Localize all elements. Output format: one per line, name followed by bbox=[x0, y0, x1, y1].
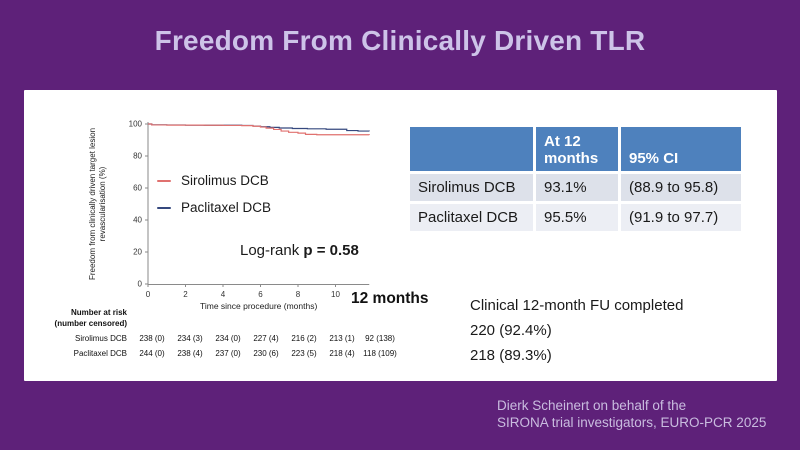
legend-item-paclitaxel: Paclitaxel DCB bbox=[157, 200, 271, 215]
sirolimus-line-swatch bbox=[157, 179, 171, 182]
svg-text:8: 8 bbox=[296, 290, 301, 299]
risk-table-header: Number at risk (number censored) bbox=[24, 307, 127, 329]
logrank-pvalue: p = 0.58 bbox=[303, 242, 359, 259]
svg-text:2: 2 bbox=[183, 290, 188, 299]
risk-cell: 234 (0) bbox=[215, 334, 241, 343]
results-row-ci: (91.9 to 97.7) bbox=[621, 204, 741, 231]
svg-text:100: 100 bbox=[129, 120, 143, 129]
timepoint-label: 12 months bbox=[351, 290, 429, 307]
risk-cell: 244 (0) bbox=[139, 349, 165, 358]
results-row-ci: (88.9 to 95.8) bbox=[621, 174, 741, 201]
risk-cell: 223 (5) bbox=[291, 349, 317, 358]
svg-text:80: 80 bbox=[133, 152, 142, 161]
svg-text:20: 20 bbox=[133, 248, 142, 257]
risk-cell: 237 (0) bbox=[215, 349, 241, 358]
svg-text:10: 10 bbox=[331, 290, 340, 299]
risk-header-line2: (number censored) bbox=[54, 319, 127, 328]
km-chart: 0 20 40 60 80 100 0 2 4 6 8 10 Time since procedure … bbox=[88, 120, 370, 311]
followup-title: Clinical 12-month FU completed bbox=[470, 297, 684, 314]
results-header-at12: At 12 months bbox=[536, 127, 618, 171]
page-title: Freedom From Clinically Driven TLR bbox=[154, 25, 646, 56]
risk-header-line1: Number at risk bbox=[70, 308, 127, 317]
risk-row-sirolimus: Sirolimus DCB 238 (0) 234 (3) 234 (0) 22… bbox=[24, 334, 399, 343]
svg-text:4: 4 bbox=[221, 290, 226, 299]
logrank-annotation: Log-rank p = 0.58 bbox=[240, 242, 359, 259]
risk-cell: 238 (0) bbox=[139, 334, 165, 343]
svg-text:0: 0 bbox=[146, 290, 151, 299]
results-header-ci: 95% CI bbox=[621, 127, 741, 171]
followup-paclitaxel-count: 218 (89.3%) bbox=[470, 347, 552, 364]
risk-cell: 216 (2) bbox=[291, 334, 317, 343]
risk-cell: 238 (4) bbox=[177, 349, 203, 358]
results-row-label: Sirolimus DCB bbox=[410, 174, 533, 201]
attribution-line2: SIRONA trial investigators, EURO-PCR 202… bbox=[497, 415, 767, 430]
risk-row-label: Sirolimus DCB bbox=[74, 334, 127, 343]
attribution: Dierk Scheinert on behalf of the SIRONA … bbox=[497, 397, 766, 431]
risk-row-paclitaxel: Paclitaxel DCB 244 (0) 238 (4) 237 (0) 2… bbox=[24, 349, 399, 358]
risk-cell: 230 (6) bbox=[253, 349, 279, 358]
risk-cell: 234 (3) bbox=[177, 334, 203, 343]
svg-text:40: 40 bbox=[133, 216, 142, 225]
logrank-prefix: Log-rank bbox=[240, 242, 304, 259]
legend-item-sirolimus: Sirolimus DCB bbox=[157, 173, 269, 188]
svg-text:6: 6 bbox=[258, 290, 263, 299]
risk-row-label: Paclitaxel DCB bbox=[73, 349, 127, 358]
svg-text:Freedom from clinically driven: Freedom from clinically driven target le… bbox=[88, 128, 107, 280]
legend-label: Paclitaxel DCB bbox=[181, 200, 272, 215]
risk-cell: 213 (1) bbox=[329, 334, 355, 343]
svg-text:60: 60 bbox=[133, 184, 142, 193]
risk-cell: 218 (4) bbox=[329, 349, 355, 358]
svg-text:Time since procedure (months): Time since procedure (months) bbox=[200, 301, 317, 311]
attribution-line1: Dierk Scheinert on behalf of the bbox=[497, 398, 687, 413]
results-row-value: 95.5% bbox=[536, 204, 618, 231]
paclitaxel-line-swatch bbox=[157, 206, 171, 209]
results-row-label: Paclitaxel DCB bbox=[410, 204, 533, 231]
followup-sirolimus-count: 220 (92.4%) bbox=[470, 322, 552, 339]
risk-cell: 92 (138) bbox=[365, 334, 395, 343]
results-row-value: 93.1% bbox=[536, 174, 618, 201]
results-header-blank bbox=[410, 127, 533, 171]
risk-cell: 118 (109) bbox=[363, 349, 397, 358]
followup-block: Clinical 12-month FU completed 220 (92.4… bbox=[470, 293, 683, 368]
results-table: At 12 months 95% CI Sirolimus DCB 93.1% … bbox=[410, 127, 741, 231]
legend-label: Sirolimus DCB bbox=[181, 173, 269, 188]
risk-cell: 227 (4) bbox=[253, 334, 279, 343]
svg-text:0: 0 bbox=[138, 280, 143, 289]
